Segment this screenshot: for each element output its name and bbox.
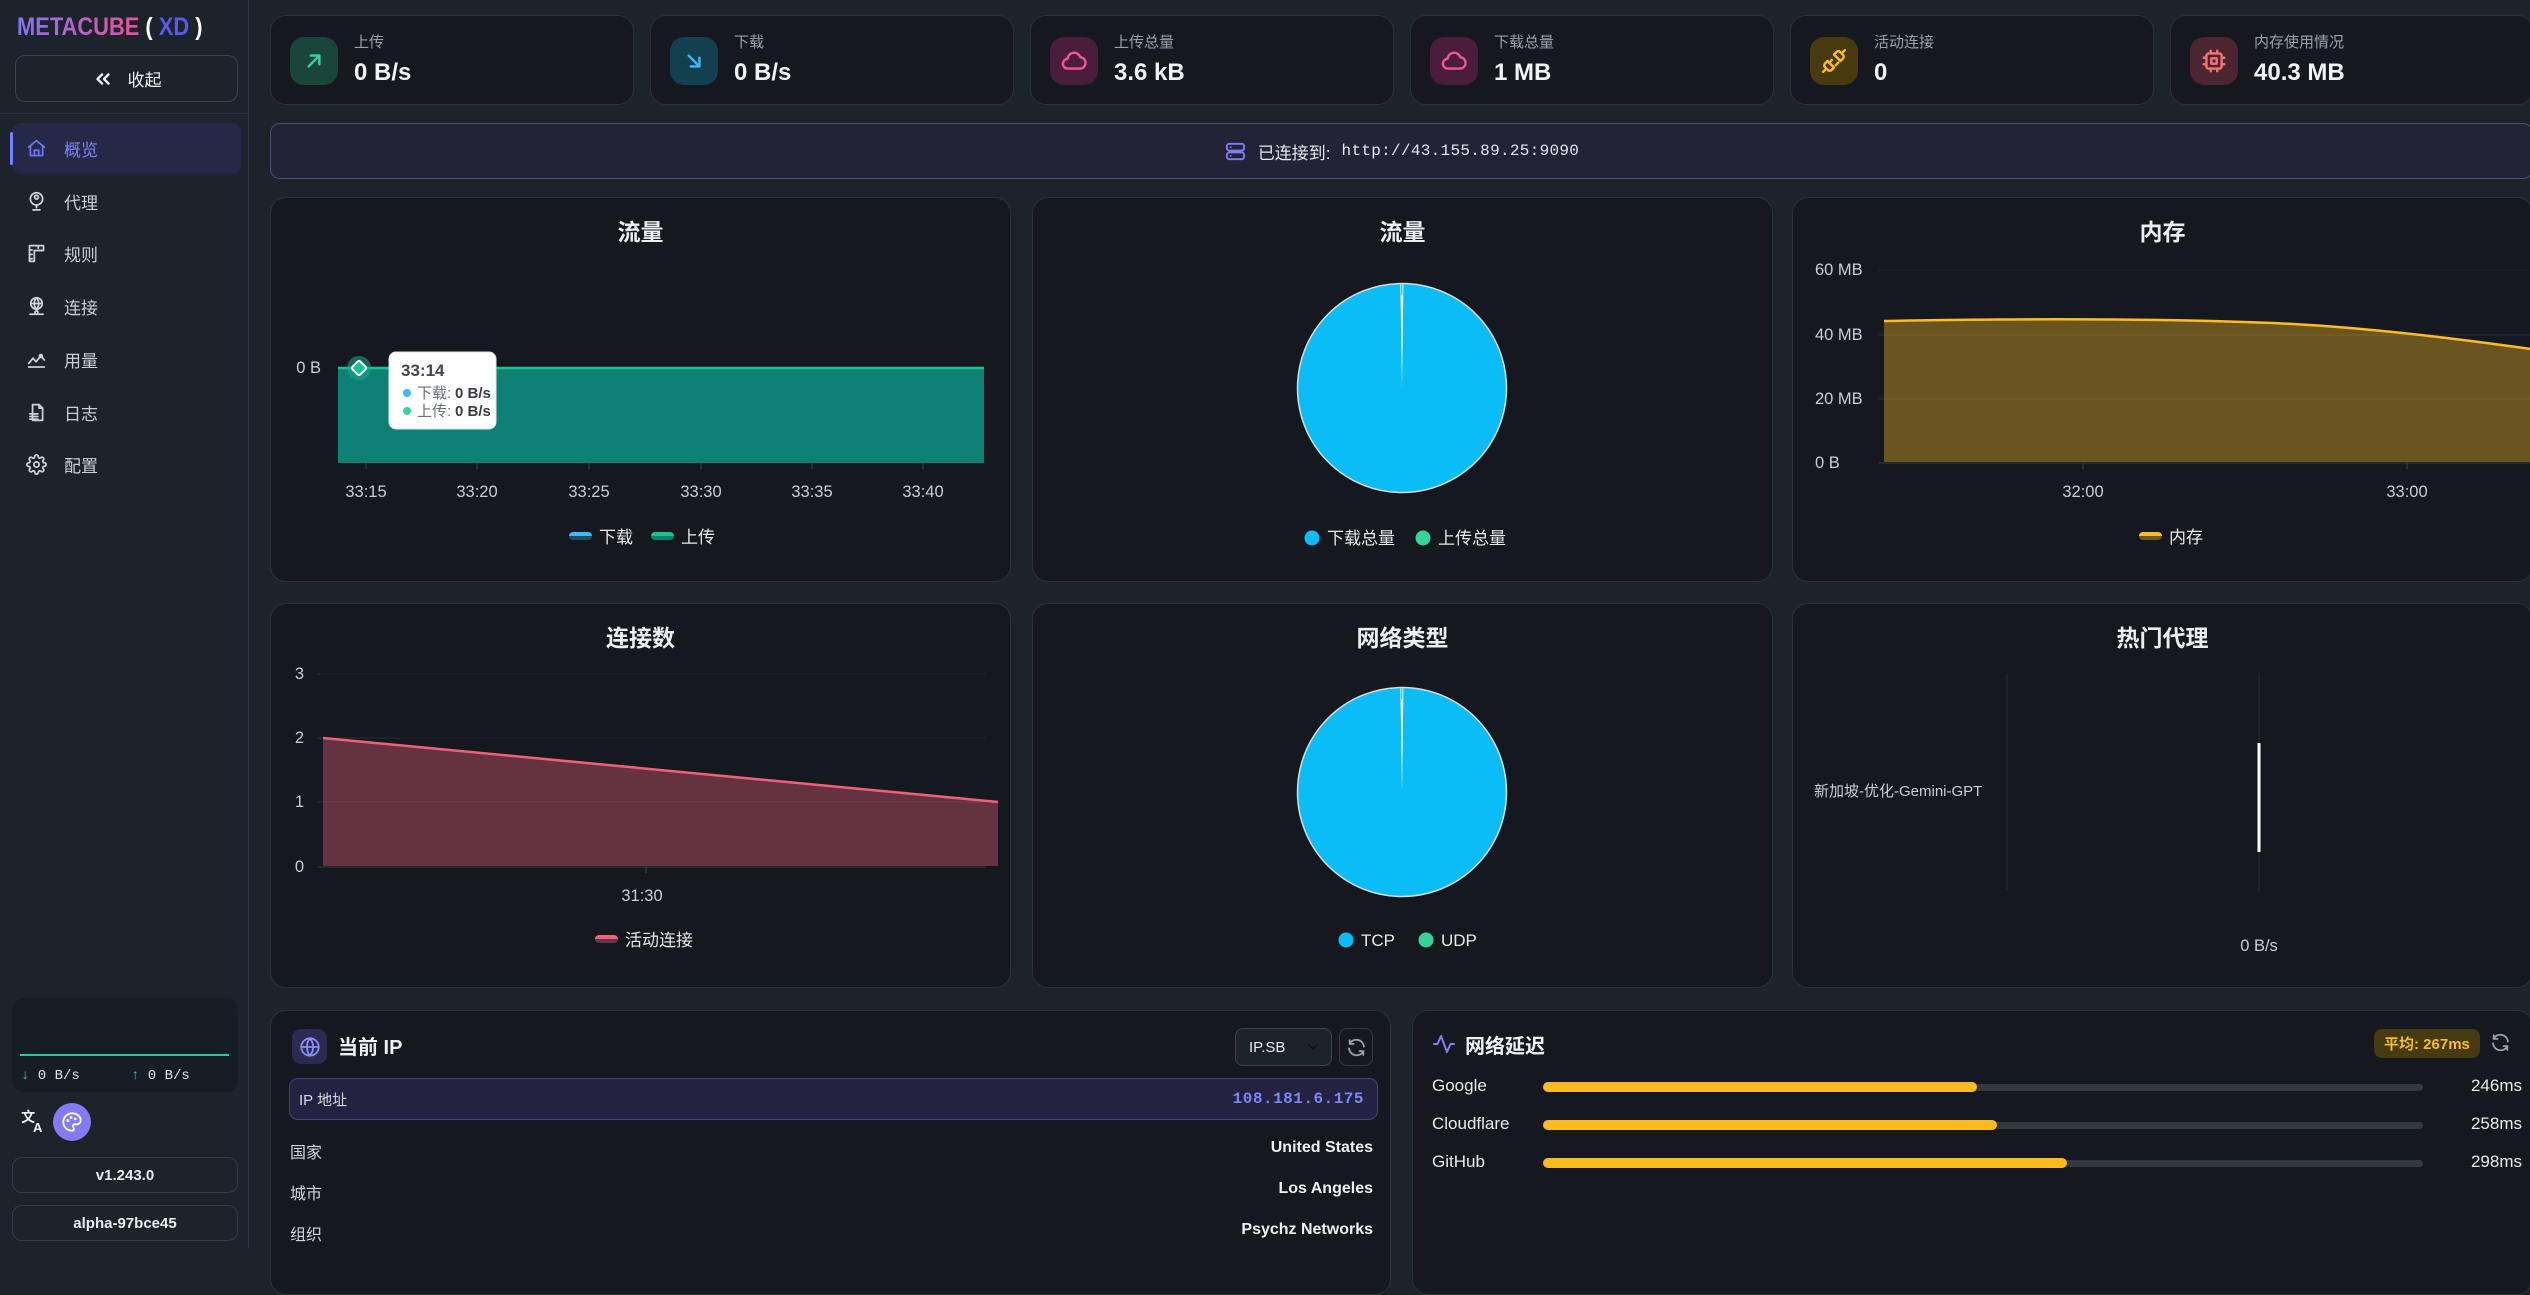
svg-text:32:00: 32:00: [2062, 483, 2103, 501]
svg-text:内存: 内存: [2169, 528, 2203, 547]
svg-text:2: 2: [295, 729, 304, 747]
svg-text:0 B/s: 0 B/s: [2240, 937, 2278, 955]
svg-text:UDP: UDP: [1441, 931, 1477, 950]
svg-text:下载: 下载: [599, 528, 633, 547]
svg-text:上传: 上传: [681, 528, 715, 547]
svg-text:0 B/s: 0 B/s: [455, 403, 491, 420]
svg-text:33:25: 33:25: [568, 483, 609, 501]
svg-text:3: 3: [295, 665, 304, 683]
svg-text:33:30: 33:30: [680, 483, 721, 501]
svg-text:33:20: 33:20: [456, 483, 497, 501]
svg-text:31:30: 31:30: [621, 887, 662, 905]
svg-text:下载总量: 下载总量: [1327, 529, 1395, 548]
svg-text:0 B: 0 B: [1815, 454, 1840, 472]
svg-text:20 MB: 20 MB: [1815, 390, 1863, 408]
svg-text:文: 文: [21, 1109, 35, 1125]
svg-text:上传:: 上传:: [417, 403, 451, 420]
svg-text:33:15: 33:15: [345, 483, 386, 501]
svg-text:40 MB: 40 MB: [1815, 326, 1863, 344]
svg-text:新加坡-优化-Gemini-GPT: 新加坡-优化-Gemini-GPT: [1814, 783, 1982, 800]
svg-text:0 B/s: 0 B/s: [455, 385, 491, 402]
svg-text:上传总量: 上传总量: [1438, 529, 1506, 548]
svg-text:下载:: 下载:: [417, 385, 451, 402]
svg-text:TCP: TCP: [1361, 931, 1395, 950]
svg-text:60 MB: 60 MB: [1815, 261, 1863, 279]
svg-text:33:14: 33:14: [401, 361, 445, 380]
svg-text:0 B: 0 B: [296, 359, 321, 377]
svg-text:33:40: 33:40: [902, 483, 943, 501]
svg-text:A: A: [33, 1120, 43, 1134]
svg-text:0: 0: [295, 858, 304, 876]
svg-text:1: 1: [295, 793, 304, 811]
svg-text:33:00: 33:00: [2386, 483, 2427, 501]
svg-text:活动连接: 活动连接: [625, 931, 693, 950]
svg-text:33:35: 33:35: [791, 483, 832, 501]
